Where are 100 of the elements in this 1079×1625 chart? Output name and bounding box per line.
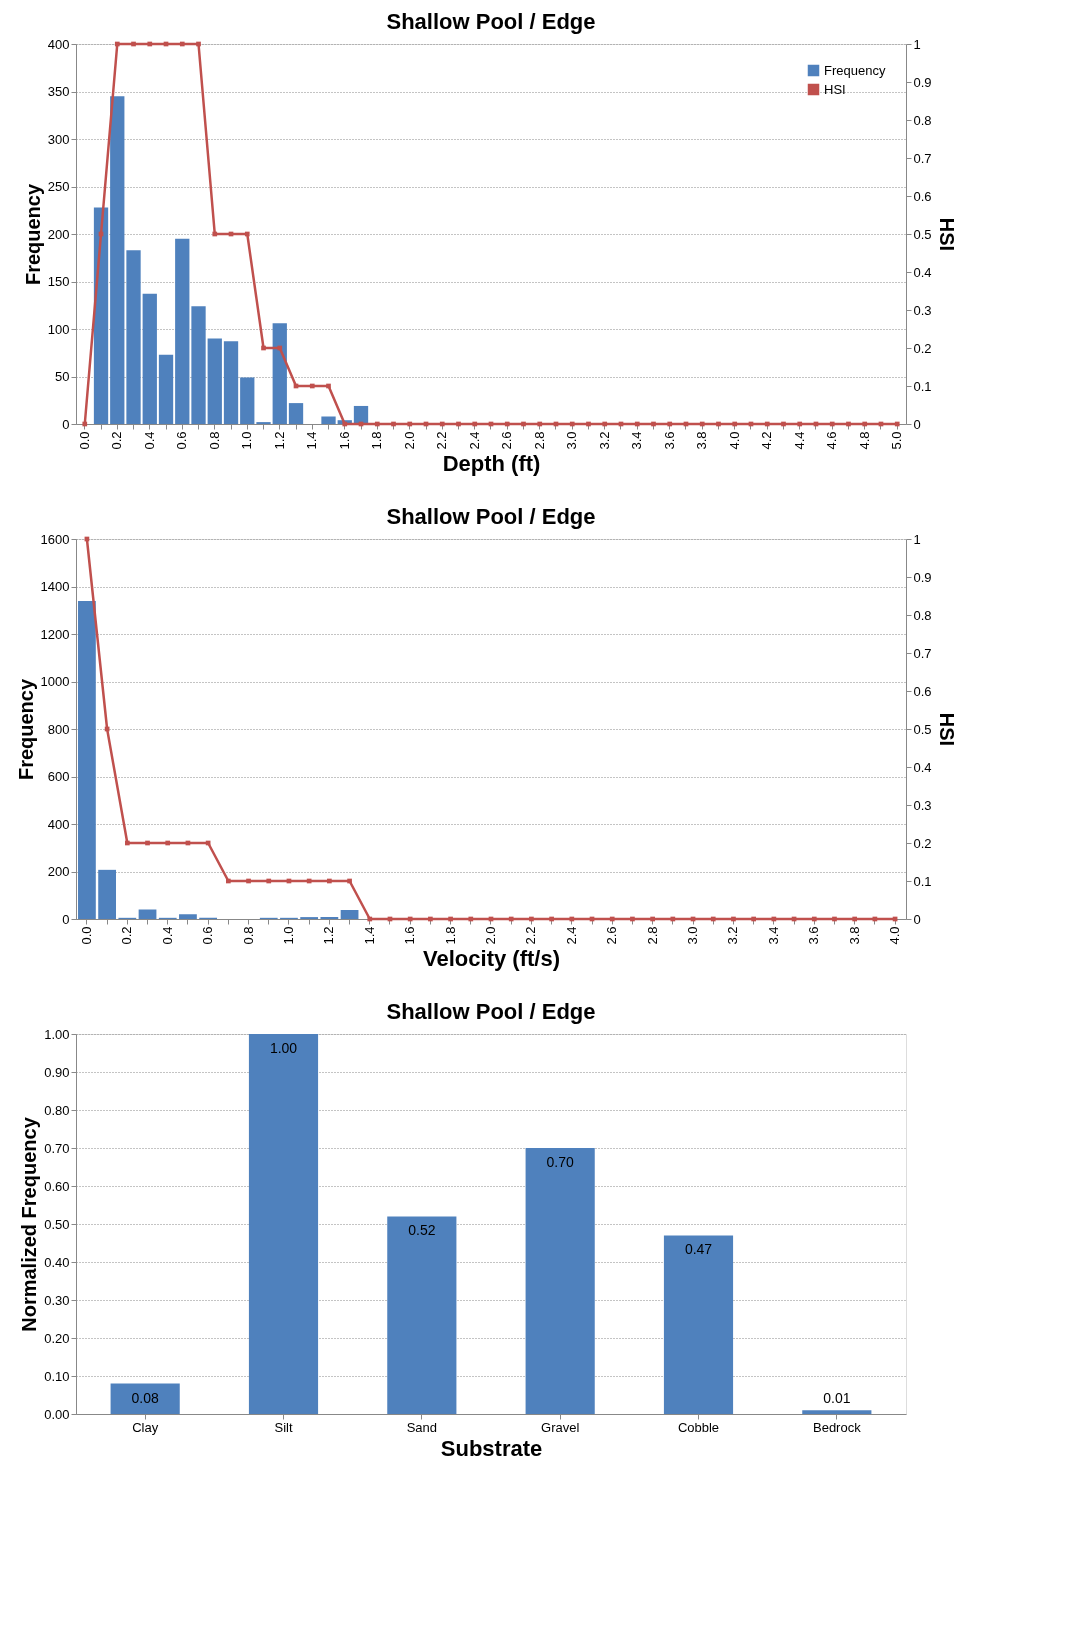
x-tick-label: 3.8	[846, 926, 862, 945]
x-tick-label: 0.0	[76, 431, 92, 450]
x-tick-label: 2.6	[604, 926, 620, 945]
y2-tick-label: 0.4	[913, 759, 932, 775]
y-tick-label: 800	[47, 721, 70, 737]
y-tick-label: 0.40	[44, 1254, 70, 1270]
x-tick-label: 2.2	[434, 431, 450, 450]
data-label: 0.01	[823, 1390, 851, 1407]
bar	[248, 1034, 319, 1414]
y-tick-label: 300	[47, 131, 70, 147]
legend-label: HSI	[824, 81, 846, 97]
y-axis-title: Frequency	[14, 678, 37, 781]
x-tick-label: 3.8	[694, 431, 710, 450]
y-tick-label: 0.10	[44, 1368, 70, 1384]
point	[165, 840, 171, 846]
point	[244, 231, 250, 237]
data-label: 1.00	[269, 1040, 298, 1056]
x-tick-label: 1.2	[321, 926, 337, 945]
y2-tick-label: 0.8	[913, 112, 932, 128]
y-tick-label: 350	[47, 84, 70, 99]
x-tick-label: 1.8	[442, 926, 458, 945]
bar	[110, 1383, 180, 1414]
x-tick-label: 0.4	[159, 926, 175, 945]
point	[347, 878, 352, 884]
y-tick-label: 0.20	[44, 1330, 70, 1346]
y-tick-label: 200	[47, 864, 70, 879]
bar	[353, 405, 369, 424]
x-axis-title: Velocity (ft/s)	[423, 945, 560, 971]
point	[131, 41, 136, 47]
y-axis-title: Normalized Frequency	[18, 1116, 41, 1332]
x-tick-label: 3.2	[596, 431, 612, 450]
point	[145, 840, 150, 846]
y2-tick-label: 0	[913, 911, 921, 927]
y2-tick-label: 0.2	[913, 835, 932, 851]
bar	[175, 238, 190, 424]
x-axis-title: Substrate	[440, 1435, 543, 1461]
chart-title: Shallow Pool / Edge	[386, 999, 596, 1024]
x-tick-label: 3.2	[725, 926, 741, 945]
x-tick-label: 1.8	[369, 431, 385, 450]
data-label: 0.08	[131, 1389, 159, 1406]
x-tick-label: 0.2	[119, 926, 135, 945]
y-tick-label: 50	[55, 369, 70, 384]
y2-tick-label: 0.5	[913, 226, 932, 242]
point	[246, 878, 251, 884]
y-tick-label: 0.60	[44, 1178, 70, 1194]
bar	[179, 914, 197, 919]
chart-title: Shallow Pool / Edge	[386, 9, 596, 34]
x-tick-label: 0.6	[174, 431, 190, 450]
point	[277, 345, 283, 351]
bar	[93, 207, 109, 424]
y-tick-label: 250	[47, 179, 70, 194]
x-tick-label: Clay	[132, 1419, 159, 1435]
y2-tick-label: 0.6	[913, 188, 932, 204]
y2-tick-label: 0.4	[913, 264, 932, 280]
bar	[138, 909, 157, 919]
point	[226, 878, 231, 884]
y-tick-label: 400	[47, 816, 70, 832]
x-tick-label: 0.6	[200, 926, 216, 945]
y2-tick-label: 0.1	[913, 873, 932, 889]
bar	[525, 1148, 595, 1414]
x-tick-label: 2.8	[531, 431, 547, 450]
y2-tick-label: 0	[913, 416, 921, 432]
point	[326, 383, 331, 389]
y-tick-label: 1400	[40, 579, 70, 594]
y-tick-label: 400	[47, 36, 70, 52]
bar	[142, 293, 157, 424]
x-tick-label: 5.0	[889, 431, 905, 450]
y-tick-label: 0.70	[44, 1140, 70, 1156]
x-tick-label: 1.4	[361, 926, 377, 945]
y-tick-label: 150	[47, 274, 70, 289]
x-tick-label: 1.6	[402, 926, 418, 945]
y2-tick-label: 1	[913, 36, 921, 52]
y-axis-title: Frequency	[21, 183, 44, 286]
x-tick-label: 0.4	[141, 431, 157, 450]
x-tick-label: 4.2	[759, 431, 775, 450]
y2-tick-label: 0.3	[913, 302, 932, 318]
x-tick-label: 1.0	[239, 431, 255, 450]
x-tick-label: 2.0	[401, 431, 417, 450]
y-tick-label: 600	[47, 769, 70, 784]
bar	[272, 323, 287, 424]
x-tick-label: 0.8	[206, 431, 222, 450]
x-tick-label: 3.0	[685, 926, 701, 945]
y-tick-label: 1200	[40, 626, 70, 642]
bar	[110, 96, 125, 424]
x-tick-label: 2.2	[523, 926, 539, 945]
y-tick-label: 200	[47, 226, 70, 242]
x-tick-label: 1.6	[336, 431, 352, 450]
legend-label: Frequency	[824, 62, 886, 78]
y2-tick-label: 0.2	[913, 340, 932, 356]
y2-tick-label: 0.9	[913, 74, 932, 90]
y2-tick-label: 0.9	[913, 569, 932, 585]
point	[212, 231, 218, 237]
point	[179, 41, 185, 47]
y-tick-label: 1.00	[44, 1026, 70, 1042]
bar	[802, 1410, 872, 1414]
y2-tick-label: 0.6	[913, 683, 932, 699]
x-tick-label: 3.0	[564, 431, 580, 450]
data-label: 0.52	[408, 1222, 436, 1239]
y-tick-label: 0.80	[44, 1102, 70, 1118]
y-tick-label: 0.90	[44, 1064, 70, 1080]
